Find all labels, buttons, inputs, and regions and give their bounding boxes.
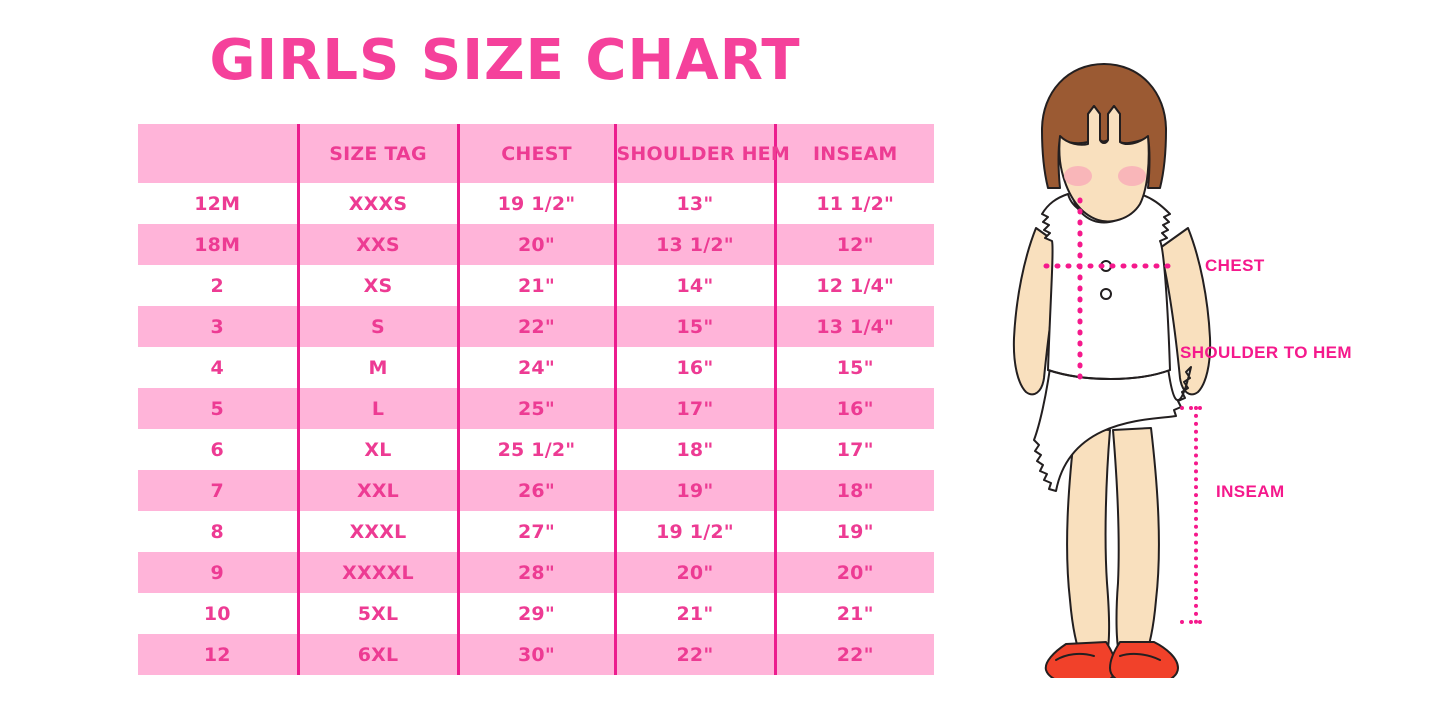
inseam-measure-bracket (1180, 406, 1214, 624)
cell-inseam: 17" (773, 429, 934, 470)
cell-inseam: 21" (773, 593, 934, 634)
column-header-shoulder-hem: SHOULDER HEM (613, 124, 790, 183)
cell-size-tag: XS (296, 265, 458, 306)
cell-inseam: 20" (773, 552, 934, 593)
cell-size-tag: XXS (296, 224, 458, 265)
cell-size-tag: 6XL (296, 634, 458, 675)
cell-shoulder-hem: 17" (613, 388, 775, 429)
cell-inseam: 19" (773, 511, 934, 552)
table-row: 10 5XL 29" 21" 21" (138, 593, 934, 634)
cell-size-tag: M (296, 347, 458, 388)
cell-chest: 25 1/2" (456, 429, 615, 470)
cell-size: 12 (203, 643, 231, 666)
cell-shoulder-hem: 13 1/2" (613, 224, 775, 265)
table-row: 2 XS 21" 14" 12 1/4" (138, 265, 934, 306)
size-chart-table: SIZE TAG CHEST SHOULDER HEM INSEAM 12M XX… (138, 124, 934, 675)
table-row: 12M XXXS 19 1/2" 13" 11 1/2" (138, 183, 934, 224)
cell-shoulder-hem: 16" (613, 347, 775, 388)
cell-chest: 29" (456, 593, 615, 634)
cell-size: 18M (194, 233, 241, 256)
page-title: GIRLS SIZE CHART (209, 28, 801, 93)
cell-inseam: 11 1/2" (773, 183, 934, 224)
cell-shoulder-hem: 18" (613, 429, 775, 470)
column-header-inseam: INSEAM (773, 124, 934, 183)
table-row: 5 L 25" 17" 16" (138, 388, 934, 429)
cell-size-tag: XXXL (296, 511, 458, 552)
cell-shoulder-hem: 14" (613, 265, 775, 306)
cell-chest: 25" (456, 388, 615, 429)
cell-size: 3 (210, 315, 224, 338)
cell-size-tag: S (296, 306, 458, 347)
cell-size-tag: XXL (296, 470, 458, 511)
table-row: 7 XXL 26" 19" 18" (138, 470, 934, 511)
cell-chest: 20" (456, 224, 615, 265)
cell-inseam: 18" (773, 470, 934, 511)
inseam-bracket-bottom-tick (1180, 620, 1202, 624)
cell-size: 12M (194, 192, 241, 215)
column-header-chest: CHEST (456, 124, 615, 183)
cell-size: 10 (203, 602, 231, 625)
cell-chest: 26" (456, 470, 615, 511)
girl-figure-illustration (980, 48, 1230, 678)
cell-size: 8 (210, 520, 224, 543)
cell-inseam: 12 1/4" (773, 265, 934, 306)
cell-size-tag: XXXXL (296, 552, 458, 593)
cell-shoulder-hem: 20" (613, 552, 775, 593)
cell-inseam: 12" (773, 224, 934, 265)
cell-chest: 21" (456, 265, 615, 306)
table-row: 4 M 24" 16" 15" (138, 347, 934, 388)
inseam-bracket-top-tick (1180, 406, 1202, 410)
cell-shoulder-hem: 15" (613, 306, 775, 347)
callout-label-shoulder-to-hem: SHOULDER TO HEM (1180, 343, 1352, 362)
cell-chest: 22" (456, 306, 615, 347)
cell-shoulder-hem: 22" (613, 634, 775, 675)
cell-size: 6 (210, 438, 224, 461)
column-header-size (138, 124, 298, 183)
cell-shoulder-hem: 13" (613, 183, 775, 224)
cell-inseam: 22" (773, 634, 934, 675)
cell-shoulder-hem: 21" (613, 593, 775, 634)
cell-size: 2 (210, 274, 224, 297)
table-row: 3 S 22" 15" 13 1/4" (138, 306, 934, 347)
cell-chest: 28" (456, 552, 615, 593)
table-row: 9 XXXXL 28" 20" 20" (138, 552, 934, 593)
callout-label-inseam: INSEAM (1216, 482, 1285, 501)
cell-size: 9 (210, 561, 224, 584)
cell-chest: 30" (456, 634, 615, 675)
cell-size-tag: 5XL (296, 593, 458, 634)
cell-chest: 24" (456, 347, 615, 388)
table-row: 12 6XL 30" 22" 22" (138, 634, 934, 675)
cell-size: 4 (210, 356, 224, 379)
table-row: 6 XL 25 1/2" 18" 17" (138, 429, 934, 470)
table-header-row: SIZE TAG CHEST SHOULDER HEM INSEAM (138, 124, 934, 183)
table-row: 18M XXS 20" 13 1/2" 12" (138, 224, 934, 265)
cell-size-tag: L (296, 388, 458, 429)
cell-inseam: 16" (773, 388, 934, 429)
cell-shoulder-hem: 19 1/2" (613, 511, 775, 552)
cell-inseam: 15" (773, 347, 934, 388)
cell-size: 5 (210, 397, 224, 420)
table-body: 12M XXXS 19 1/2" 13" 11 1/2" 18M XXS 20" 13 1/2"… (138, 183, 934, 675)
inseam-bracket-line (1194, 406, 1198, 624)
cell-chest: 27" (456, 511, 615, 552)
table-header: SIZE TAG CHEST SHOULDER HEM INSEAM (138, 124, 934, 183)
callout-label-chest: CHEST (1205, 256, 1265, 275)
column-header-size-tag: SIZE TAG (296, 124, 458, 183)
cell-size: 7 (210, 479, 224, 502)
cell-inseam: 13 1/4" (773, 306, 934, 347)
cell-chest: 19 1/2" (456, 183, 615, 224)
cell-size-tag: XXXS (296, 183, 458, 224)
cell-shoulder-hem: 19" (613, 470, 775, 511)
table-row: 8 XXXL 27" 19 1/2" 19" (138, 511, 934, 552)
cell-size-tag: XL (296, 429, 458, 470)
